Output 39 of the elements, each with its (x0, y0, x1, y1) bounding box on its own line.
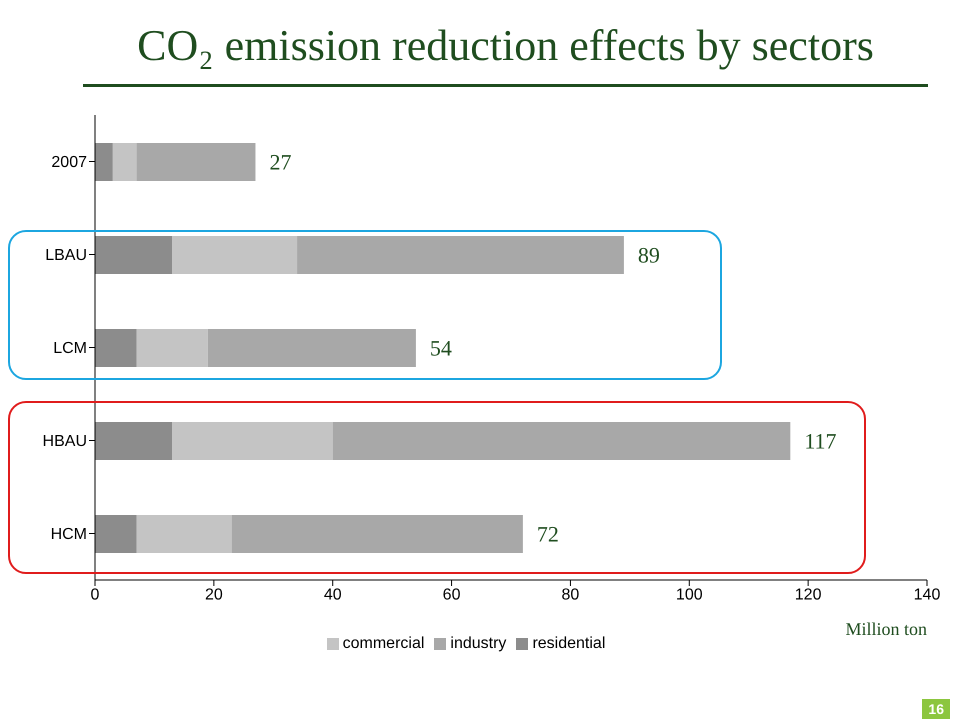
x-tick-label: 60 (442, 586, 461, 604)
bar (332, 422, 790, 460)
y-tick-label: LCM (53, 340, 87, 358)
total-label: 89 (638, 242, 660, 268)
bar (172, 236, 298, 274)
bar (95, 143, 113, 181)
y-tick-label: LBAU (45, 247, 87, 264)
total-label: 54 (430, 336, 452, 360)
y-tick-label: HBAU (42, 433, 87, 450)
legend-label: industry (450, 635, 506, 652)
total-label: 117 (804, 428, 836, 454)
total-label: 27 (269, 150, 292, 174)
x-tick-label: 120 (794, 586, 822, 604)
bar (172, 422, 333, 460)
bar (95, 236, 172, 274)
y-tick-label: HCM (50, 526, 87, 544)
text: 16 (922, 699, 950, 719)
x-tick-label: 140 (914, 586, 940, 604)
bar (136, 329, 208, 367)
x-tick-label: 80 (562, 586, 580, 604)
bar (297, 236, 624, 274)
legend-label: commercial (342, 635, 424, 652)
bar (95, 422, 172, 460)
bar (136, 515, 232, 553)
x-tick-label: 100 (676, 586, 703, 604)
x-axis-title: Million ton (845, 619, 927, 639)
bar (112, 143, 137, 181)
bar (136, 143, 256, 181)
total-label: 72 (536, 522, 559, 546)
y-tick-label: 2007 (51, 154, 88, 172)
x-tick-label: 0 (90, 586, 100, 604)
bar (208, 329, 416, 367)
x-tick-label: 40 (324, 586, 342, 604)
bar (232, 515, 523, 553)
chart-title: CO₂ emission reduction effects by sectors (83, 8, 928, 87)
legend-label: residential (532, 635, 606, 652)
bar (95, 329, 137, 367)
x-tick-label: 20 (204, 586, 223, 604)
bar (95, 515, 137, 553)
